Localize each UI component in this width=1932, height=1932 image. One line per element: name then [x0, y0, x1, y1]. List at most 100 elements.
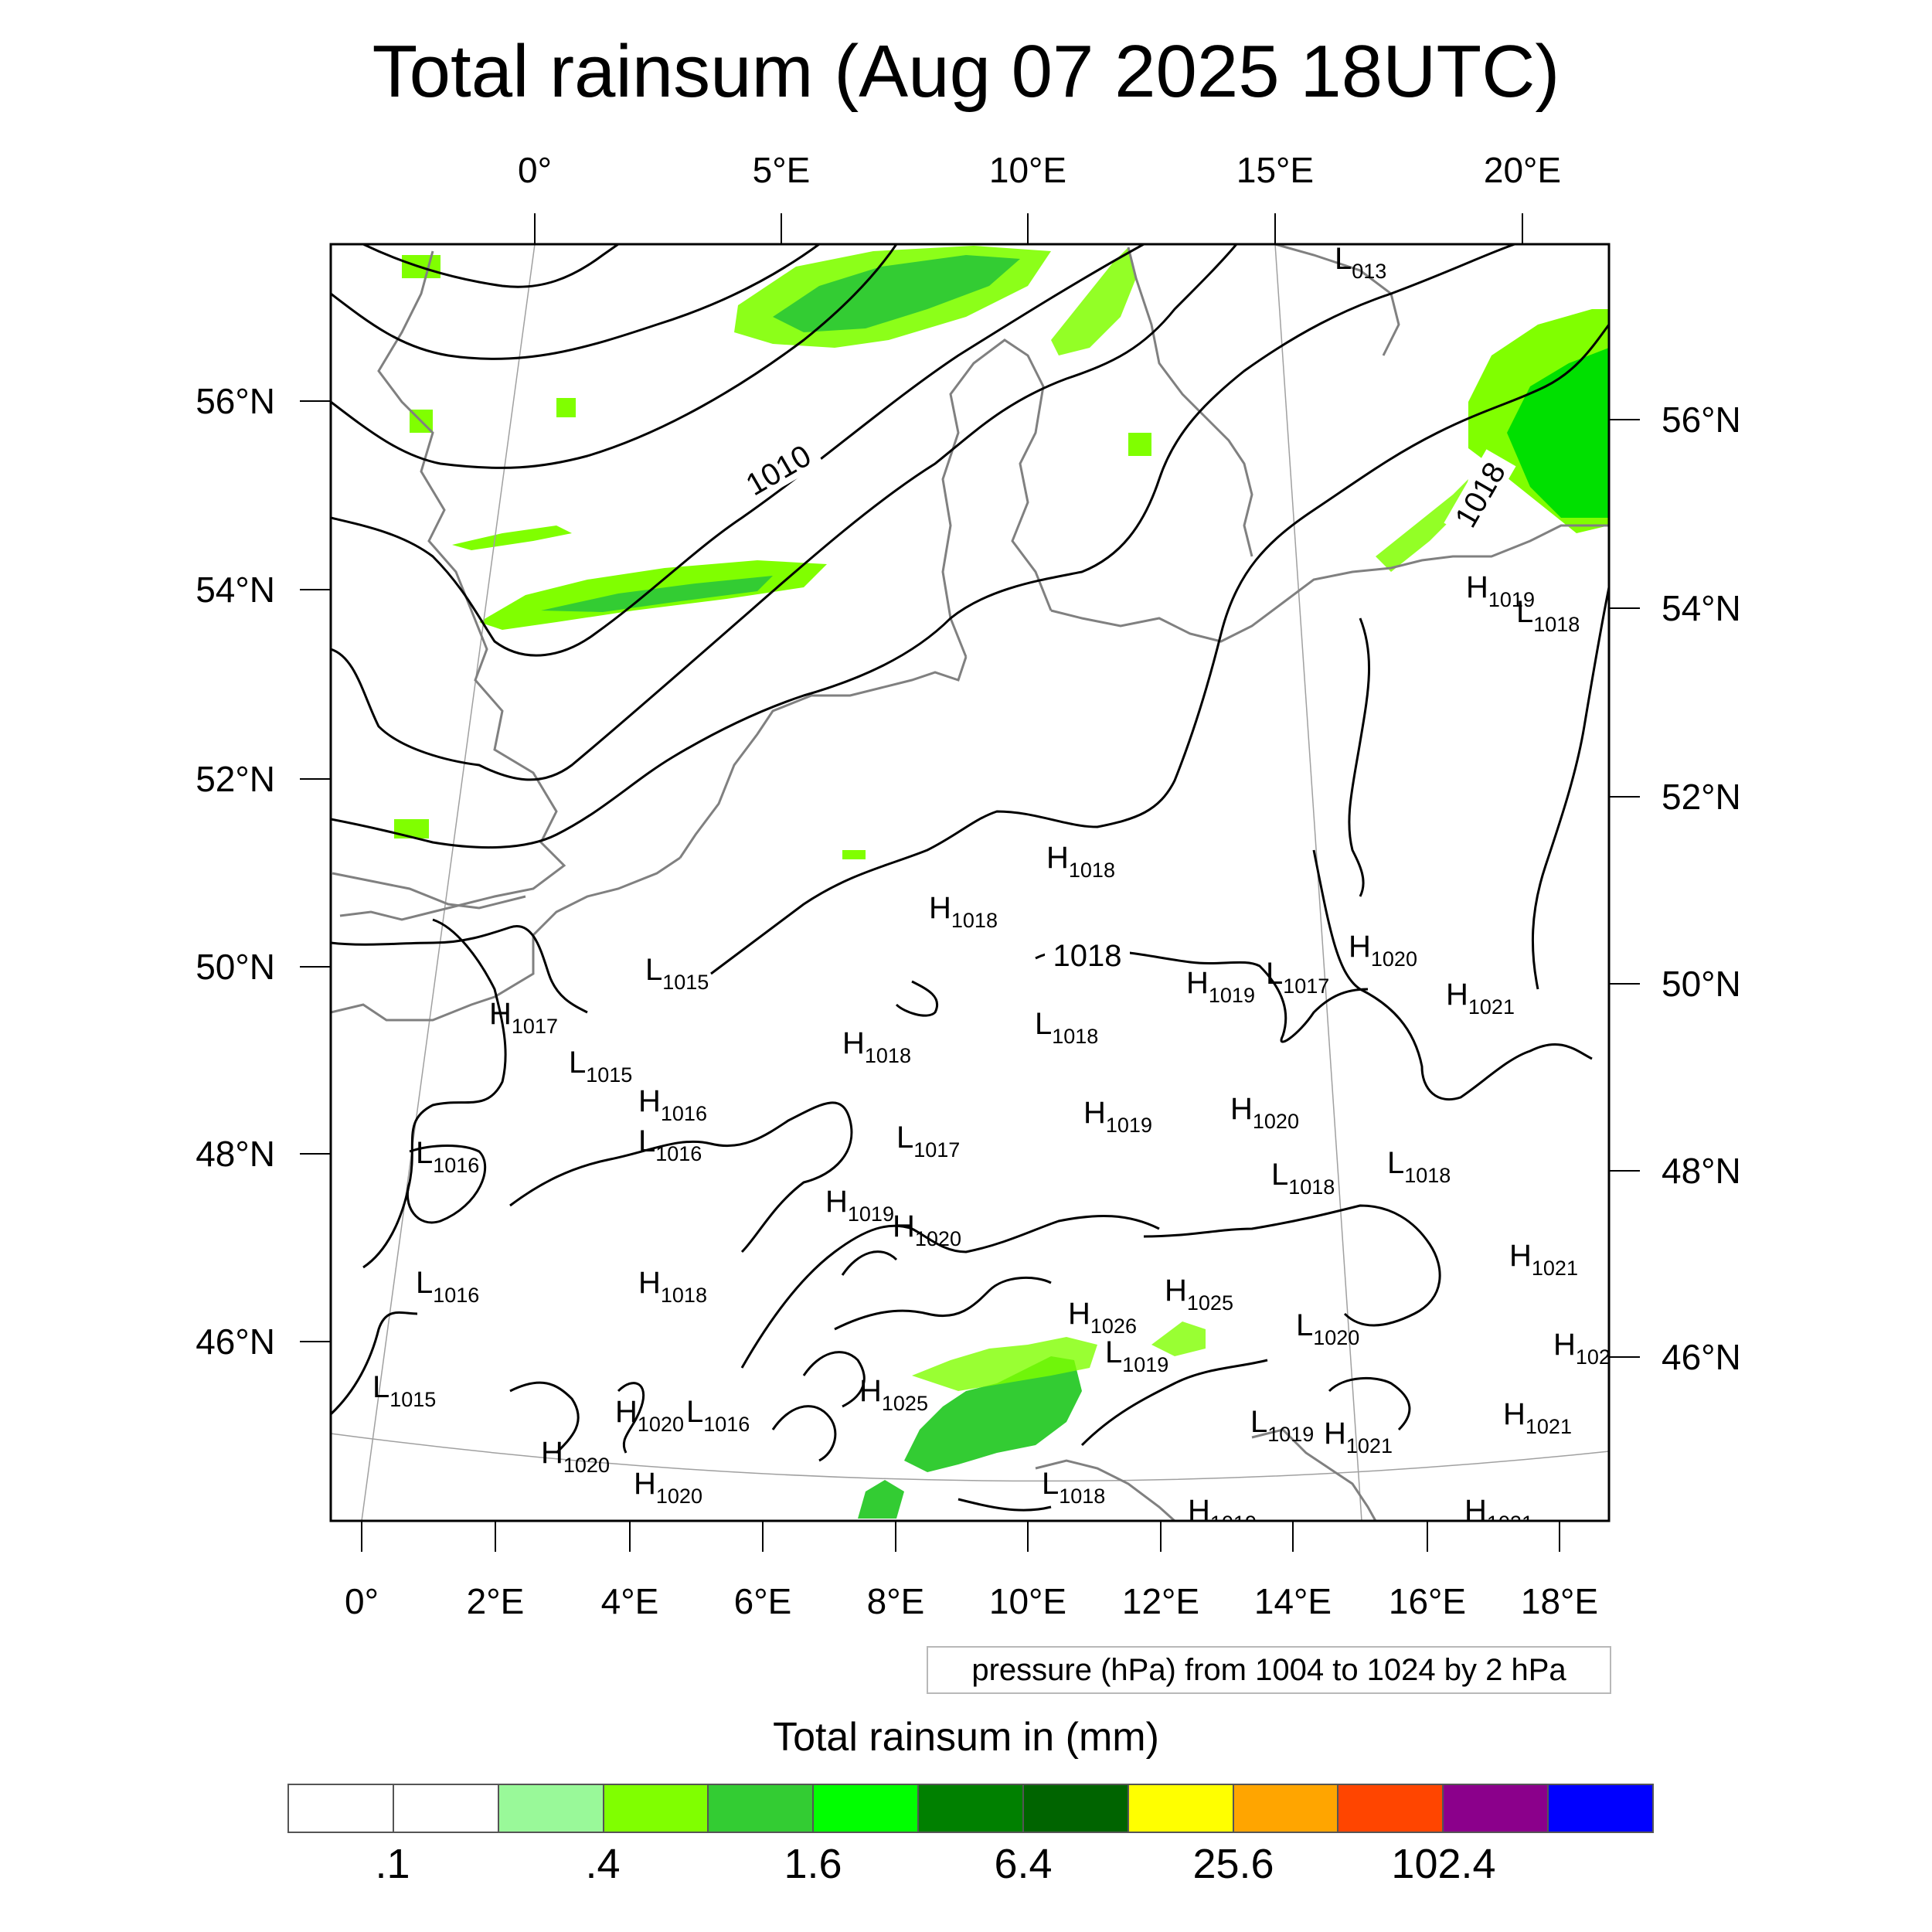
pressure-center: L1016 [638, 1124, 702, 1165]
isobar-21 [617, 1382, 645, 1454]
pressure-center: L013 [1335, 242, 1386, 283]
pressure-centers: L013 H1019 L1018 H1018 H1018 L1015 H1017… [372, 242, 1609, 1521]
pressure-center: L1018 [1271, 1158, 1335, 1199]
tick-label-bottom: 2°E [467, 1581, 525, 1621]
colorbar-swatch [814, 1785, 920, 1832]
rain-area-east-alps [1151, 1321, 1206, 1356]
tick-label-left: 46°N [196, 1321, 275, 1362]
tick-label-bottom: 12°E [1122, 1581, 1199, 1621]
meridian-15 [1274, 243, 1362, 1522]
rain-area-north-sea-band-2 [452, 526, 572, 550]
colorbar-label: 1.6 [784, 1841, 842, 1887]
coast-benelux-germany [679, 656, 968, 859]
isobar-20 [509, 1381, 580, 1454]
tick-label-top: 20°E [1484, 150, 1561, 190]
tick-label-top: 10°E [989, 150, 1066, 190]
pressure-center: H1020 [1349, 930, 1417, 971]
rain-spot-2 [556, 398, 576, 417]
pressure-center: H1018 [638, 1266, 707, 1307]
pressure-center: L1020 [1296, 1308, 1359, 1349]
isobar-12 [406, 1145, 487, 1224]
pressure-center: H1018 [842, 1026, 911, 1067]
pressure-center: L1019 [1250, 1405, 1314, 1446]
tick-label-bottom: 6°E [734, 1581, 792, 1621]
map-frame [329, 243, 1611, 1522]
colorbar-label: .1 [375, 1841, 410, 1887]
pressure-center: H1020 [615, 1395, 684, 1436]
bottom-lon-labels: 0° 2°E 4°E 6°E 8°E 10°E 12°E 14°E 16°E 1… [345, 1581, 1598, 1621]
pressure-center: H1025 [1165, 1274, 1233, 1315]
contour-label-bg-1018-a [1444, 449, 1516, 540]
pressure-center: H1025 [859, 1374, 928, 1415]
coast-sweden-east [1274, 244, 1400, 356]
isobar-11 [331, 1311, 418, 1416]
pressure-center: H1021 [1446, 978, 1515, 1019]
tick-label-bottom: 8°E [867, 1581, 925, 1621]
tick-label-left: 54°N [196, 570, 275, 610]
pressure-center: H1018 [1046, 841, 1115, 882]
rain-spot-4 [842, 850, 866, 859]
rain-area-north-sea-band-core [541, 576, 773, 612]
colorbar [287, 1784, 1654, 1833]
colorbar-labels: .1 .4 1.6 6.4 25.6 102.4 [0, 1839, 1932, 1901]
tick-label-right: 56°N [1662, 400, 1741, 440]
coast-adriatic [1251, 1428, 1377, 1521]
isobar-9 [1531, 587, 1609, 990]
contour-labels: 1010 1018 1018 [733, 434, 1516, 974]
pressure-center: H1020 [1230, 1092, 1299, 1133]
isobar-13 [509, 1101, 853, 1253]
tick-label-right: 46°N [1662, 1337, 1741, 1377]
pressure-center: L1015 [569, 1046, 632, 1087]
tick-label-left: 56°N [196, 381, 275, 421]
colorbar-swatch [1444, 1785, 1549, 1832]
isobar-2 [331, 244, 820, 360]
pressure-center: L1017 [1266, 957, 1329, 998]
rain-area-ne-corner-core [1507, 348, 1609, 518]
contour-info-box: pressure (hPa) from 1004 to 1024 by 2 hP… [927, 1646, 1611, 1694]
pressure-center: L1017 [896, 1121, 960, 1162]
isobar-23 [957, 1498, 1052, 1512]
contour-label-1018-b: 1018 [1053, 939, 1122, 973]
pressure-center: L1016 [416, 1136, 479, 1177]
tick-label-bottom: 4°E [601, 1581, 659, 1621]
colorbar-swatch [1338, 1785, 1444, 1832]
pressure-center: L1016 [416, 1266, 479, 1307]
tick-label-left: 48°N [196, 1134, 275, 1174]
coast-france-north [331, 856, 681, 1022]
colorbar-label: .4 [585, 1841, 621, 1887]
isobar-22 [1328, 1376, 1411, 1431]
graticule [330, 243, 1610, 1522]
colorbar-title: Total rainsum in (mm) [773, 1715, 1159, 1760]
isobar-24 [895, 980, 939, 1017]
coast-uk-east [339, 250, 566, 921]
isobars [331, 244, 1609, 1512]
chart-title: Total rainsum (Aug 07 2025 18UTC) [372, 30, 1560, 113]
isobar-7 [1312, 849, 1593, 1101]
tick-label-bottom: 16°E [1389, 1581, 1466, 1621]
pressure-center: H1020 [893, 1209, 961, 1250]
coast-uk-south [332, 872, 526, 910]
pressure-center: H1019 [825, 1185, 894, 1226]
pressure-center: H1020 [541, 1436, 610, 1477]
pressure-center: L1015 [645, 953, 709, 994]
rain-area-alps [904, 1356, 1082, 1472]
isobar-1018-north [710, 324, 1609, 975]
tick-label-bottom: 10°E [989, 1581, 1066, 1621]
isobar-15 [1143, 1204, 1441, 1327]
isobar-6 [331, 924, 588, 1014]
pressure-center: H1021 [1509, 1239, 1578, 1280]
tick-label-left: 50°N [196, 947, 275, 987]
rain-spot-3 [394, 819, 429, 838]
right-lat-labels: 56°N 54°N 52°N 50°N 48°N 46°N [1662, 400, 1741, 1377]
isobar-3 [331, 244, 898, 469]
colorbar-swatch [919, 1785, 1024, 1832]
pressure-center: H1019 [1083, 1096, 1152, 1137]
pressure-center: L1018 [1516, 595, 1580, 636]
pressure-center: L1018 [1035, 1007, 1098, 1048]
colorbar-swatch [604, 1785, 709, 1832]
isobar-17 [834, 1276, 1052, 1331]
colorbar-swatch [393, 1785, 499, 1832]
tick-label-right: 48°N [1662, 1151, 1741, 1191]
contour-label-bg-1018-b [1045, 938, 1130, 974]
